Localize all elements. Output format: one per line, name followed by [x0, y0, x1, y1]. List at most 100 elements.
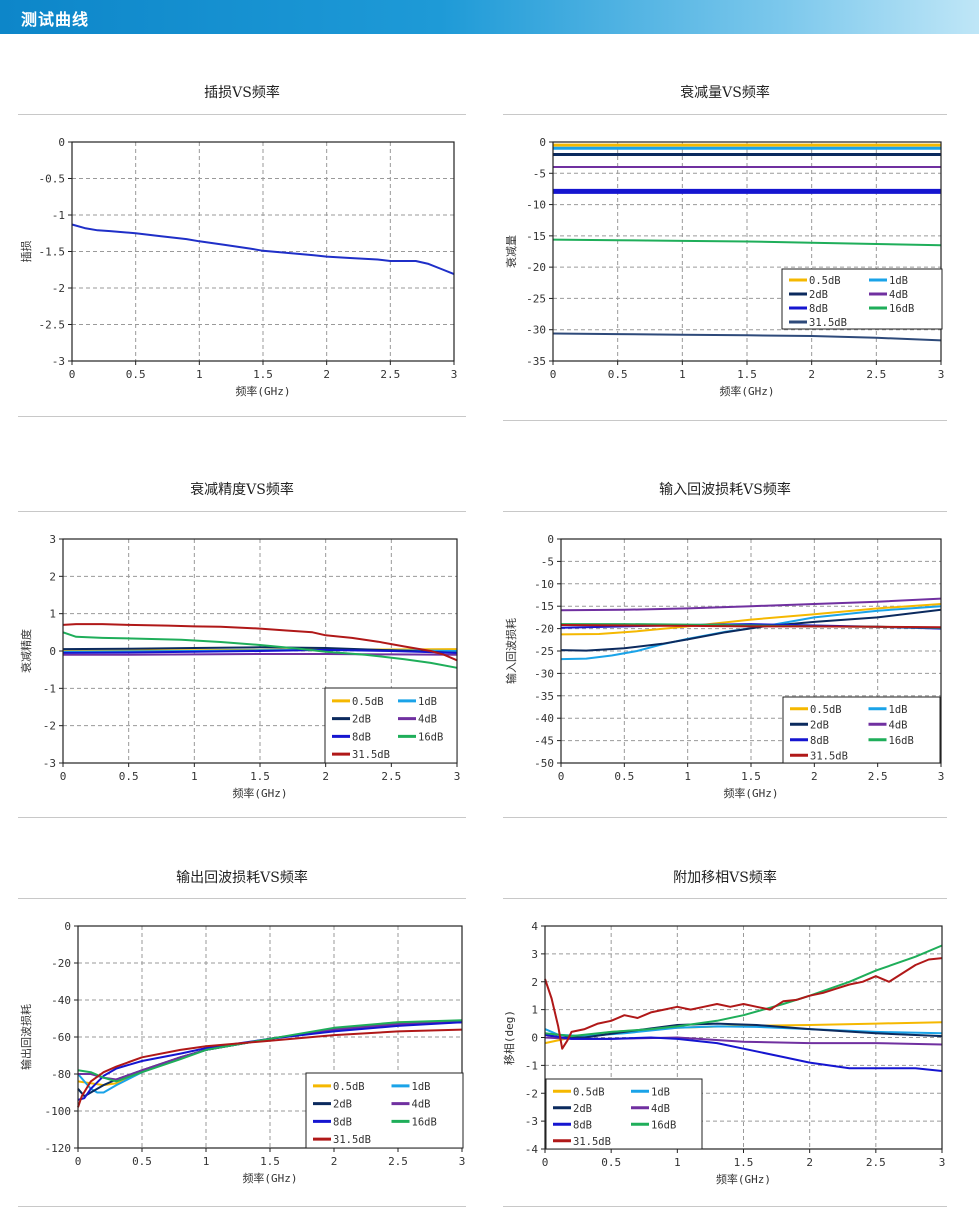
- title-divider: [18, 114, 466, 115]
- series-line-8dB: [77, 1021, 463, 1101]
- output-return-loss-chart: 0 0.5 1 1.5 2 2.5 3 0 -20 -40 -60 -80 -100 -120 频率(GHz…: [19, 920, 465, 1185]
- y-tick-label: -2: [525, 1087, 538, 1100]
- chart-title: 附加移相VS频率: [673, 870, 777, 886]
- y-axis-label: 输入回波损耗: [504, 618, 518, 684]
- series-line-2dB: [560, 608, 942, 652]
- legend-label: 1dB: [889, 704, 908, 716]
- legend-label: 8dB: [573, 1119, 592, 1131]
- y-tick-label: -30: [526, 324, 546, 337]
- x-axis-label: 频率(GHz): [716, 1172, 771, 1186]
- x-axis-label: 频率(GHz): [242, 1171, 297, 1185]
- x-tick-label: 0: [60, 770, 67, 783]
- chart-panel-phase-shift: 附加移相VS频率 0 0.5 1 1.5 2 2.5 3 4 3 2 1 0 -1 -2 -3 -4 频率(GH…: [503, 862, 947, 1212]
- series-line-31_5dB: [544, 957, 943, 1050]
- y-tick-label: -35: [534, 690, 554, 703]
- x-tick-label: 1.5: [737, 368, 757, 381]
- y-tick-label: -50: [534, 757, 554, 770]
- y-tick-label: -35: [526, 355, 546, 368]
- legend-label: 31.5dB: [573, 1136, 611, 1148]
- y-tick-label: -80: [51, 1068, 71, 1081]
- legend-box: [782, 696, 941, 764]
- y-tick-label: -1: [525, 1059, 538, 1072]
- legend-label: 1dB: [889, 275, 908, 287]
- x-axis-label: 频率(GHz): [232, 786, 287, 800]
- x-tick-label: 0.5: [132, 1155, 152, 1168]
- legend: 0.5dB 1dB 2dB 4dB 8dB 16dB 31.5dB: [782, 696, 941, 764]
- panel-bottom-rule: [18, 817, 466, 818]
- x-tick-label: 3: [451, 368, 458, 381]
- legend: 0.5dB 1dB 2dB 4dB 8dB 16dB 31.5dB: [781, 268, 943, 330]
- y-tick-label: 4: [531, 920, 538, 933]
- x-tick-label: 0: [550, 368, 557, 381]
- x-tick-label: 2.5: [866, 1156, 886, 1169]
- chart-panel-attenuation-accuracy: 衰减精度VS频率 0 0.5 1 1.5 2 2.5 3 3 2 1 0 -1 -2 -3 频率(GHz) 衰…: [18, 474, 466, 819]
- legend: 0.5dB 1dB 2dB 4dB 8dB 16dB 31.5dB: [324, 687, 458, 764]
- y-tick-label: 0: [49, 645, 56, 658]
- x-tick-label: 1: [674, 1156, 681, 1169]
- y-tick-label: -40: [51, 994, 71, 1007]
- chart-title: 衰减精度VS频率: [190, 482, 294, 498]
- y-axis-label: 移相(deg): [503, 1010, 516, 1065]
- y-tick-label: -40: [534, 712, 554, 725]
- series-line-31_5dB: [62, 623, 458, 662]
- legend-label: 0.5dB: [333, 1081, 365, 1093]
- series-line-31_5dB: [560, 624, 942, 629]
- legend-box: [545, 1078, 703, 1150]
- legend-label: 8dB: [333, 1116, 352, 1128]
- phase-shift-chart: 0 0.5 1 1.5 2 2.5 3 4 3 2 1 0 -1 -2 -3 -4 频率(GHz) 移相(deg)…: [503, 920, 946, 1186]
- y-tick-label: -10: [534, 578, 554, 591]
- x-tick-label: 2: [323, 368, 330, 381]
- legend-label: 1dB: [651, 1086, 670, 1098]
- x-axis-label: 频率(GHz): [723, 786, 778, 800]
- legend-label: 8dB: [810, 735, 829, 747]
- series-line-16dB: [552, 238, 942, 247]
- y-tick-label: 1: [531, 1004, 538, 1017]
- legend-label: 1dB: [418, 696, 437, 708]
- title-divider: [18, 511, 466, 512]
- legend-label: 8dB: [809, 303, 828, 315]
- chart-panel-insertion-loss: 插损VS频率 0 0.5 1 1.5 2 2.5 3 0 -0.5 -1 -1.5 -2 -2.5 -3 频…: [18, 76, 466, 421]
- x-tick-label: 0.5: [608, 368, 628, 381]
- y-tick-label: -15: [534, 600, 554, 613]
- panel-bottom-rule: [503, 420, 947, 421]
- header-bar: 测试曲线: [0, 0, 979, 34]
- x-tick-label: 0.5: [601, 1156, 621, 1169]
- x-tick-label: 3: [939, 1156, 946, 1169]
- x-tick-label: 2: [806, 1156, 813, 1169]
- series-line-16dB: [544, 944, 943, 1038]
- y-tick-label: -25: [534, 645, 554, 658]
- insertion-loss-chart: 0 0.5 1 1.5 2 2.5 3 0 -0.5 -1 -1.5 -2 -2.5 -3 频率(GHz) 插…: [19, 136, 458, 398]
- x-tick-label: 2: [811, 770, 818, 783]
- x-tick-label: 3: [938, 368, 945, 381]
- x-tick-label: 0.5: [614, 770, 634, 783]
- panel-bottom-rule: [503, 817, 947, 818]
- y-tick-label: 2: [49, 570, 56, 583]
- y-tick-label: -10: [526, 199, 546, 212]
- y-tick-label: -3: [525, 1115, 538, 1128]
- legend-label: 1dB: [412, 1081, 431, 1093]
- legend-label: 2dB: [809, 289, 828, 301]
- chart-title: 衰减量VS频率: [680, 85, 770, 101]
- series-line-8dB: [62, 648, 458, 654]
- y-tick-label: 0: [64, 920, 71, 933]
- y-tick-label: -5: [541, 555, 554, 568]
- series-line-4dB: [560, 597, 942, 612]
- y-tick-label: 0: [547, 533, 554, 546]
- legend-box: [781, 268, 943, 330]
- x-tick-label: 2.5: [868, 770, 888, 783]
- x-tick-label: 3: [454, 770, 461, 783]
- x-tick-label: 1.5: [250, 770, 270, 783]
- y-tick-label: 3: [49, 533, 56, 546]
- legend-label: 0.5dB: [809, 275, 841, 287]
- chart-title: 输出回波损耗VS频率: [176, 870, 308, 886]
- x-tick-label: 1.5: [734, 1156, 754, 1169]
- attenuation-chart: 0 0.5 1 1.5 2 2.5 3 0 -5 -10 -15 -20 -25 -30 -35 频率(GHz…: [504, 136, 945, 398]
- legend-label: 2dB: [810, 719, 829, 731]
- attenuation-accuracy-chart: 0 0.5 1 1.5 2 2.5 3 3 2 1 0 -1 -2 -3 频率(GHz) 衰减精度 0.5dB 1…: [19, 533, 461, 800]
- x-tick-label: 1: [196, 368, 203, 381]
- series-line-0_5dB: [560, 603, 942, 636]
- y-tick-label: -60: [51, 1031, 71, 1044]
- y-tick-label: -4: [525, 1143, 539, 1156]
- y-tick-label: -20: [534, 623, 554, 636]
- chart-panel-attenuation: 衰减量VS频率 0 0.5 1 1.5 2 2.5 3 0 -5 -10 -15 -20 -25 -30 -…: [503, 76, 947, 421]
